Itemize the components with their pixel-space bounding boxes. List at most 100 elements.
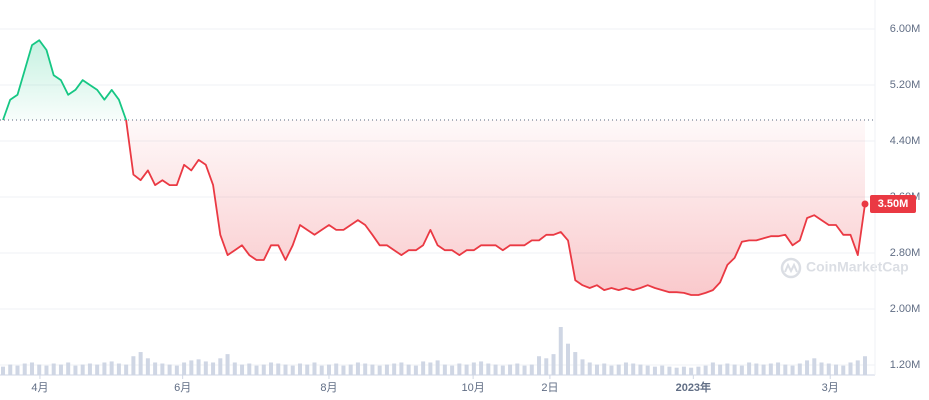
volume-bar — [660, 365, 665, 375]
volume-bar — [247, 363, 252, 375]
current-label-bg — [870, 194, 916, 213]
volume-bar — [29, 362, 34, 375]
x-tick-label: 2日 — [541, 382, 558, 394]
volume-bar — [145, 358, 150, 375]
volume-bar — [522, 365, 527, 375]
volume-bar — [863, 356, 867, 375]
volume-bar — [124, 364, 129, 375]
volume-bar — [131, 356, 136, 375]
volume-bar — [297, 363, 302, 375]
volume-bar — [819, 362, 824, 375]
volume-bar — [384, 364, 389, 375]
volume-bar — [529, 364, 534, 375]
volume-bar — [732, 364, 737, 375]
area-fill — [3, 40, 865, 296]
x-tick-label: 8月 — [320, 382, 337, 394]
current-dot — [861, 200, 869, 208]
volume-bar — [747, 362, 752, 375]
volume-bar — [609, 365, 614, 375]
volume-bar — [392, 363, 397, 375]
volume-bar — [457, 363, 462, 375]
volume-bar — [37, 364, 42, 375]
volume-bar — [160, 363, 165, 375]
volume-bar — [66, 362, 71, 375]
volume-bar — [479, 361, 484, 375]
current-label: 3.50M — [878, 198, 909, 210]
volume-bar — [638, 364, 643, 375]
y-tick-label: 6.00M — [890, 23, 921, 35]
volume-bar — [290, 365, 295, 375]
x-tick-label: 6月 — [174, 382, 191, 394]
y-tick-label: 4.40M — [890, 135, 921, 147]
volume-bar — [602, 363, 607, 375]
volume-bar — [826, 363, 831, 375]
volume-bar — [58, 364, 63, 375]
volume-bar — [500, 365, 505, 375]
volume-bar — [319, 365, 324, 375]
volume-bar — [138, 352, 143, 375]
volume-bar — [167, 364, 172, 375]
volume-bar — [1, 366, 5, 375]
volume-bar — [203, 361, 208, 375]
volume-bar — [73, 365, 78, 375]
volume-bar — [421, 361, 426, 375]
volume-bar — [211, 362, 216, 375]
volume-bar — [95, 364, 100, 375]
x-tick-label: 2023年 — [676, 380, 711, 394]
volume-bar — [623, 362, 628, 375]
volume-bar — [8, 364, 13, 375]
volume-bar — [739, 365, 744, 375]
volume-bar — [812, 358, 817, 375]
volume-bar — [269, 362, 274, 375]
volume-bar — [645, 365, 650, 375]
volume-bar — [551, 354, 556, 375]
x-tick-label: 3月 — [822, 382, 839, 394]
volume-bar — [710, 362, 715, 375]
volume-bar — [725, 363, 730, 375]
volume-bar — [783, 364, 788, 375]
volume-bar — [594, 364, 599, 375]
volume-bar — [196, 359, 201, 375]
volume-bar — [790, 365, 795, 375]
volume-bar — [305, 364, 310, 375]
volume-bar — [283, 364, 288, 375]
volume-bar — [797, 363, 802, 375]
volume-bar — [51, 363, 56, 375]
volume-bar — [399, 362, 404, 375]
volume-bar — [464, 364, 469, 375]
volume-bar — [377, 365, 382, 375]
volume-bar — [652, 366, 657, 375]
volume-bar — [189, 360, 194, 375]
y-tick-label: 2.80M — [890, 247, 921, 259]
volume-bar — [805, 360, 810, 375]
volume-bar — [855, 360, 860, 375]
volume-bar — [102, 362, 107, 375]
y-tick-label: 2.00M — [890, 303, 921, 315]
volume-bar — [363, 363, 368, 375]
volume-bar — [442, 364, 447, 375]
volume-bar — [587, 362, 592, 375]
volume-bar — [341, 365, 346, 375]
volume-bar — [348, 364, 353, 375]
volume-bar — [413, 365, 418, 375]
volume-bar — [240, 364, 245, 375]
volume-bar — [15, 365, 20, 375]
volume-bar — [435, 360, 440, 375]
volume-bar — [326, 364, 331, 375]
volume-bar — [276, 363, 281, 375]
volume-bar — [566, 343, 571, 375]
volume-bar — [754, 363, 759, 375]
volume-bar — [681, 366, 686, 375]
volume-bar — [537, 356, 542, 375]
volume-bar — [573, 352, 578, 375]
volume-bar — [486, 363, 491, 375]
volume-bar — [22, 363, 27, 375]
volume-bar — [776, 362, 781, 375]
volume-bar — [312, 362, 317, 375]
volume-bar — [515, 363, 520, 375]
volume-bar — [116, 363, 121, 375]
volume-bar — [768, 363, 773, 375]
volume-bar — [848, 362, 853, 375]
volume-bar — [761, 364, 766, 375]
volume-bar — [834, 364, 839, 375]
